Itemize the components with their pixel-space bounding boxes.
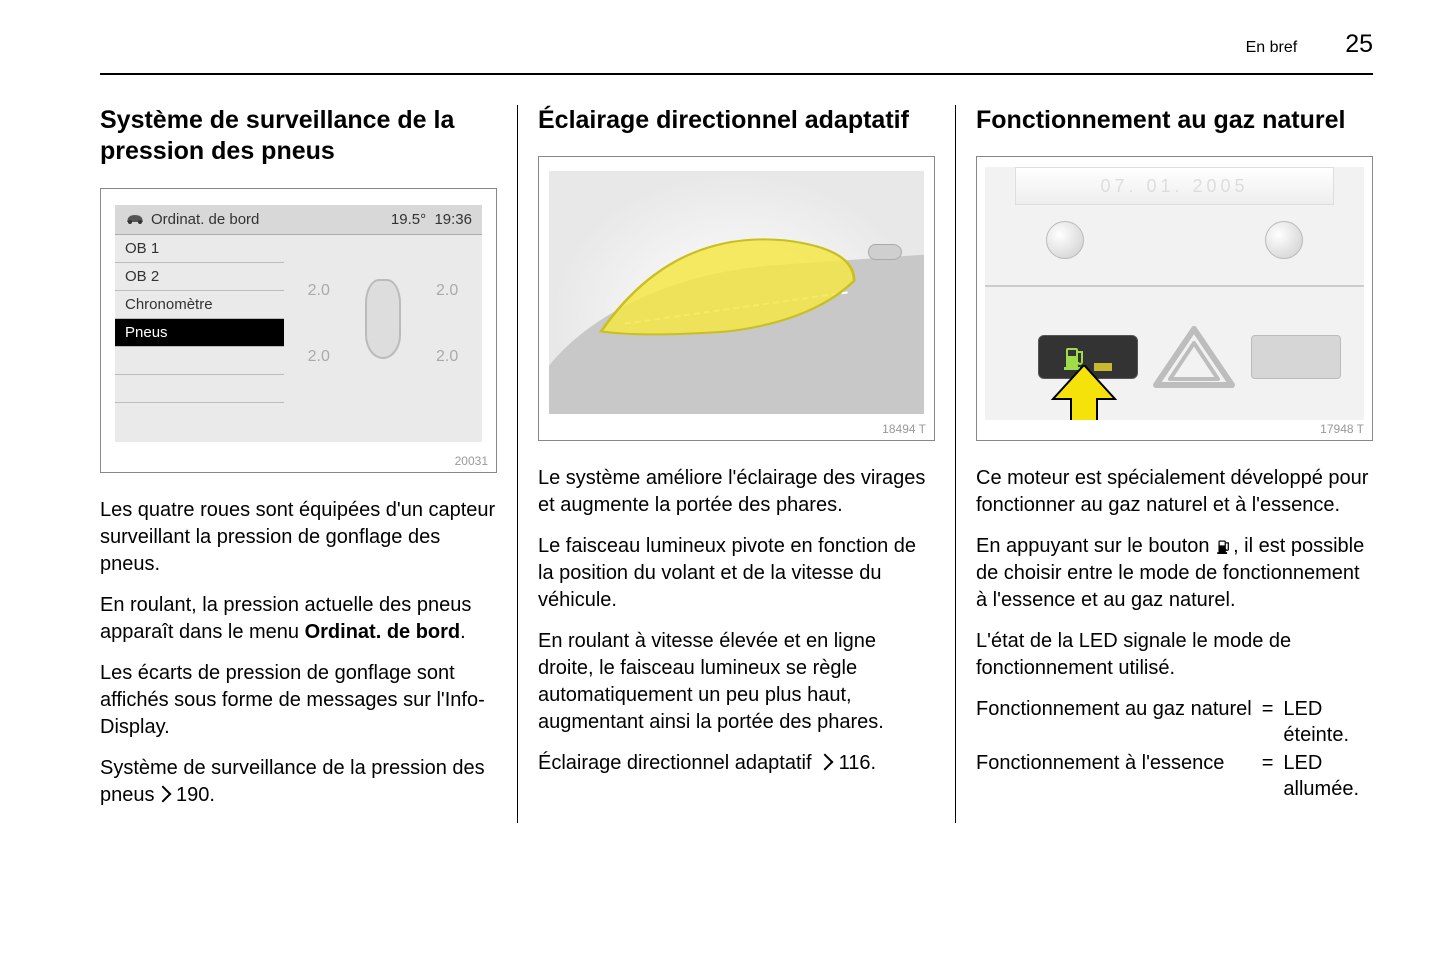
paragraph: En roulant à vitesse élevée et en ligne …	[538, 628, 935, 736]
dashboard-time: 19:36	[434, 211, 472, 228]
dashboard-header: Ordinat. de bord 19.5° 19:36	[115, 205, 482, 235]
content-columns: Système de surveillance de la pression d…	[100, 105, 1373, 823]
pressure-rear-right: 2.0	[436, 348, 458, 366]
manual-page: En bref 25 Système de surveillance de la…	[0, 0, 1445, 853]
figure-id: 18494 T	[882, 422, 926, 436]
mode-label: Fonctionnement au gaz naturel	[976, 696, 1252, 748]
dashboard-panel: 07. 01. 2005	[985, 167, 1364, 420]
aux-button-icon	[1251, 335, 1341, 379]
paragraph: L'état de la LED signale le mode de fonc…	[976, 628, 1373, 682]
distant-car-icon	[868, 244, 902, 260]
col-adaptive-lighting: Éclairage directionnel adaptatif 18494 T…	[517, 105, 955, 823]
menu-item: OB 2	[115, 263, 284, 291]
paragraph: Le faisceau lumineux pivote en fonction …	[538, 533, 935, 614]
pressure-rear-left: 2.0	[308, 348, 330, 366]
led-status-table: Fonctionnement au gaz naturel = LED étei…	[976, 696, 1373, 802]
figure-id: 20031	[455, 454, 488, 468]
dashboard-menu: OB 1 OB 2 Chronomètre Pneus	[115, 235, 284, 403]
col-natural-gas: Fonctionnement au gaz naturel 07. 01. 20…	[955, 105, 1373, 823]
car-icon	[125, 213, 145, 225]
knob-icon	[1046, 221, 1084, 259]
paragraph: En roulant, la pression actuelle des pne…	[100, 592, 497, 646]
paragraph: Les écarts de pression de gonflage sont …	[100, 660, 497, 741]
dashboard-display: Ordinat. de bord 19.5° 19:36 OB 1 OB 2 C…	[115, 205, 482, 442]
mode-label: Fonctionnement à l'essence	[976, 750, 1252, 802]
figure-cng-button: 07. 01. 2005	[976, 156, 1373, 441]
cross-reference-icon	[155, 784, 171, 806]
paragraph: Éclairage directionnel adaptatif 116.	[538, 750, 935, 777]
figure-tyre-display: Ordinat. de bord 19.5° 19:36 OB 1 OB 2 C…	[100, 188, 497, 473]
knob-icon	[1265, 221, 1303, 259]
equals-sign: =	[1262, 696, 1274, 748]
figure-adaptive-light: 18494 T	[538, 156, 935, 441]
menu-item-empty	[115, 347, 284, 375]
paragraph: En appuyant sur le bouton , il est possi…	[976, 533, 1373, 614]
fuel-pump-icon	[1217, 538, 1231, 554]
pressure-front-left: 2.0	[308, 282, 330, 300]
heading: Éclairage directionnel adaptatif	[538, 105, 935, 136]
heading: Système de surveillance de la pression d…	[100, 105, 497, 168]
col-tyre-pressure: Système de surveillance de la pression d…	[100, 105, 517, 823]
road-scene	[549, 171, 924, 414]
paragraph: Ce moteur est spécialement développé pou…	[976, 465, 1373, 519]
figure-id: 17948 T	[1320, 422, 1364, 436]
section-title: En bref	[1246, 39, 1298, 57]
heading: Fonctionnement au gaz naturel	[976, 105, 1373, 136]
menu-item-empty	[115, 375, 284, 403]
cross-reference-icon	[817, 752, 833, 774]
paragraph: Les quatre roues sont équipées d'un capt…	[100, 497, 497, 578]
car-top-icon	[365, 279, 401, 359]
page-number: 25	[1345, 30, 1373, 59]
tyre-diagram: 2.0 2.0 2.0 2.0	[284, 235, 482, 403]
pointer-arrow-icon	[1049, 365, 1119, 420]
menu-item: Chronomètre	[115, 291, 284, 319]
dashboard-title: Ordinat. de bord	[151, 211, 259, 228]
dashboard-temp: 19.5°	[391, 211, 426, 228]
menu-item-selected: Pneus	[115, 319, 284, 347]
equals-sign: =	[1262, 750, 1274, 802]
menu-item: OB 1	[115, 235, 284, 263]
light-beam-icon	[587, 220, 868, 342]
lcd-display: 07. 01. 2005	[1015, 167, 1333, 205]
state-label: LED éteinte.	[1283, 696, 1373, 748]
paragraph: Système de surveillance de la pression d…	[100, 755, 497, 809]
panel-divider	[985, 285, 1364, 287]
page-header: En bref 25	[100, 30, 1373, 75]
pressure-front-right: 2.0	[436, 282, 458, 300]
paragraph: Le système améliore l'éclairage des vira…	[538, 465, 935, 519]
hazard-triangle-icon	[1152, 325, 1236, 389]
state-label: LED allumée.	[1283, 750, 1373, 802]
